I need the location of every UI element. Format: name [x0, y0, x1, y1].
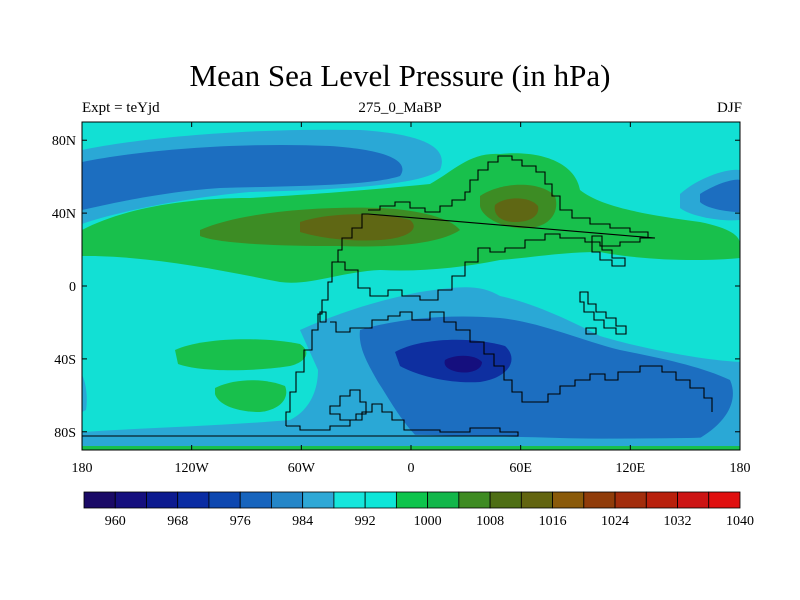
southern-low-core — [444, 355, 482, 373]
experiment-label: Expt = teYjd — [82, 100, 160, 116]
colorbar-swatch — [83, 491, 116, 509]
ne-low-core — [700, 179, 740, 212]
south-pacific-high-2 — [215, 380, 287, 412]
colorbar-swatch — [427, 491, 460, 509]
lon-label: 60W — [288, 461, 316, 476]
asia-high-core — [494, 198, 539, 222]
colorbar-swatch — [177, 491, 210, 509]
colorbar-swatch — [395, 491, 429, 509]
colorbar-label: 992 — [355, 514, 376, 529]
colorbar-label: 1032 — [664, 514, 692, 529]
lon-label: 120W — [175, 461, 210, 476]
latitude-axis: 80N 40N 0 40S 80S — [52, 134, 740, 441]
colorbar-label: 960 — [105, 514, 126, 529]
colorbar-swatch — [239, 491, 272, 509]
colorbar-swatch — [458, 491, 491, 509]
colorbar-swatch — [552, 491, 585, 509]
colorbar-swatch — [583, 491, 616, 509]
colorbar-swatch — [614, 491, 647, 509]
colorbar-swatch — [302, 491, 335, 509]
colorbar-label: 1016 — [539, 514, 567, 529]
colorbar-swatch — [489, 491, 522, 509]
colorbar-swatch — [364, 491, 397, 509]
colorbar-label: 1024 — [601, 514, 629, 529]
colorbar-swatch — [677, 491, 710, 509]
lat-label: 80N — [52, 134, 76, 149]
lon-label: 60E — [509, 461, 532, 476]
polar-band — [82, 433, 740, 450]
longitude-axis: 180 120W 60W 0 60E 120E 180 — [72, 122, 751, 476]
colorbar-label: 976 — [230, 514, 251, 529]
lon-label: 180 — [730, 461, 751, 476]
south-pacific-high — [175, 339, 307, 371]
lat-label: 40N — [52, 207, 76, 222]
pressure-field — [82, 122, 740, 450]
colorbar-swatch — [208, 491, 241, 509]
colorbar-swatch — [271, 491, 304, 509]
colorbar-label: 984 — [292, 514, 313, 529]
lon-label: 0 — [408, 461, 415, 476]
colorbar: 960 968 976 984 992 1000 1008 1016 1024 1032 1040 — [83, 491, 754, 529]
sw-edge-low — [82, 375, 87, 412]
map-title: Mean Sea Level Pressure (in hPa) — [189, 58, 611, 93]
lat-label: 80S — [54, 426, 76, 441]
lon-label: 180 — [72, 461, 93, 476]
colorbar-swatch — [645, 491, 678, 509]
lon-label: 120E — [616, 461, 646, 476]
coastlines — [82, 155, 713, 450]
lat-label: 0 — [69, 280, 76, 295]
colorbar-label: 1040 — [726, 514, 754, 529]
colorbar-swatch — [146, 491, 179, 509]
colorbar-swatch — [520, 491, 553, 509]
colorbar-label: 1000 — [414, 514, 442, 529]
colorbar-swatch — [333, 491, 366, 509]
colorbar-label: 1008 — [476, 514, 504, 529]
north-pacific-low-mid — [82, 144, 403, 210]
lat-label: 40S — [54, 353, 76, 368]
time-label: 275_0_MaBP — [358, 100, 442, 116]
north-atlantic-high-core — [300, 214, 414, 241]
season-label: DJF — [716, 100, 742, 116]
colorbar-swatch — [708, 491, 741, 509]
colorbar-swatch — [114, 491, 147, 509]
colorbar-label: 968 — [167, 514, 188, 529]
